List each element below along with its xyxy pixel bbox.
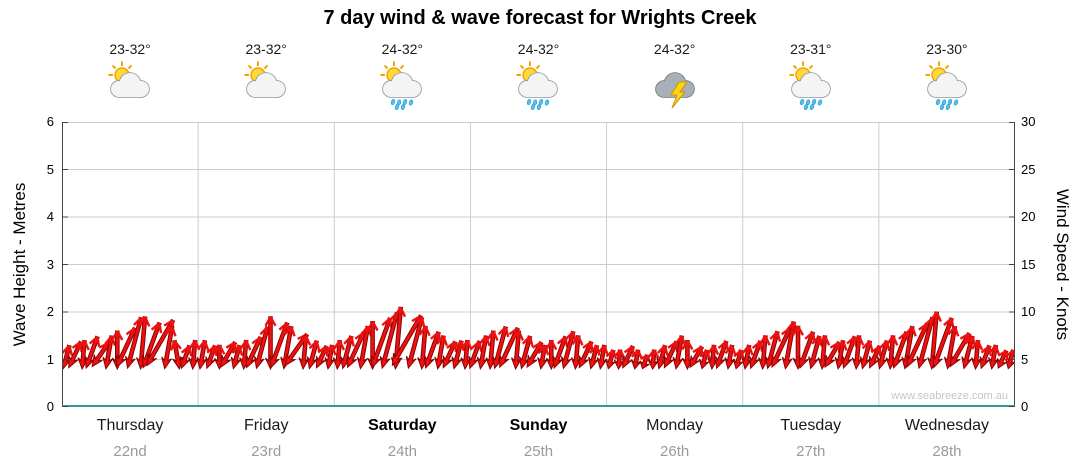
raindrops <box>527 98 550 111</box>
day-header-tuesday: 23-31° <box>743 40 879 111</box>
day-temperature: 24-32° <box>381 41 424 57</box>
day-temperature: 24-32° <box>517 41 560 57</box>
day-temperature: 23-31° <box>790 41 832 57</box>
page-title: 7 day wind & wave forecast for Wrights C… <box>323 7 757 29</box>
right-axis-tick-label: 30 <box>1021 114 1036 129</box>
wind-arrow <box>102 335 117 370</box>
wind-arrow <box>560 330 577 370</box>
partly-cloudy-icon <box>102 60 158 110</box>
day-date-friday: 23rd <box>251 443 282 460</box>
right-axis-tick-label: 5 <box>1021 351 1029 367</box>
wind-arrow <box>732 349 745 370</box>
raindrops <box>935 98 959 111</box>
left-axis-tick-label: 6 <box>46 114 54 129</box>
wind-arrow <box>970 339 984 371</box>
day-header-sunday: 24-32° <box>470 40 606 111</box>
day-header-saturday: 24-32° <box>334 40 470 111</box>
left-axis-tick-label: 4 <box>46 209 54 224</box>
sun-showers-icon <box>919 60 975 111</box>
day-temperature: 23-32° <box>109 41 151 57</box>
lightning-bolt <box>669 81 688 109</box>
day-label-sunday: Sunday <box>509 417 568 434</box>
wind-arrow <box>485 330 499 371</box>
wind-arrow <box>460 339 473 371</box>
wind-arrow <box>596 344 609 370</box>
wind-arrow <box>859 339 874 370</box>
wind-arrow <box>689 345 705 369</box>
wind-arrow <box>570 335 584 371</box>
day-header-friday: 23-32° <box>198 40 334 110</box>
day-label-friday: Friday <box>243 417 289 434</box>
plot-svg <box>62 122 1015 407</box>
left-axis-tick-label: 0 <box>46 399 54 414</box>
wind-arrow <box>161 325 177 370</box>
sun-showers-icon <box>510 60 566 111</box>
right-axis-tick-label: 15 <box>1021 256 1036 272</box>
wind-arrow <box>298 335 312 371</box>
day-label-monday: Monday <box>646 417 704 434</box>
wind-arrow <box>622 344 636 369</box>
watermark: www.seabreeze.com.au <box>891 390 1008 402</box>
day-label-tuesday: Tuesday <box>780 417 842 434</box>
sun-showers-icon <box>374 60 430 111</box>
day-date-thursday: 22nd <box>113 443 147 460</box>
wind-arrow <box>169 339 183 371</box>
right-axis-tick-label: 25 <box>1021 161 1036 177</box>
right-axis-tick-label: 20 <box>1021 209 1036 224</box>
right-axis-tick-label: 0 <box>1021 399 1029 414</box>
wind-arrow <box>681 339 694 371</box>
day-header-thursday: 23-32° <box>62 40 198 110</box>
wind-arrow <box>988 344 1001 370</box>
thunderstorm-icon <box>647 60 703 110</box>
wind-arrow <box>698 349 711 370</box>
day-date-saturday: 24th <box>387 443 417 460</box>
wind-arrow <box>526 340 544 369</box>
day-header-wednesday: 23-30° <box>879 40 1015 111</box>
day-temperature: 24-32° <box>653 41 696 57</box>
day-header-monday: 24-32° <box>607 40 743 110</box>
wind-arrow <box>424 330 442 369</box>
day-label-thursday: Thursday <box>96 417 164 434</box>
raindrops <box>391 98 414 111</box>
day-temperature: 23-32° <box>245 41 287 57</box>
day-label-wednesday: Wednesday <box>904 417 990 434</box>
left-axis-tick-label: 2 <box>46 304 54 319</box>
left-axis-tick-label: 5 <box>46 161 54 177</box>
wind-arrow <box>442 340 458 369</box>
left-axis-tick-label: 3 <box>46 256 54 272</box>
sun-showers-icon <box>783 60 839 111</box>
day-date-sunday: 25th <box>523 443 554 460</box>
partly-cloudy-icon <box>238 60 294 110</box>
day-temperature: 23-30° <box>926 41 968 57</box>
day-date-monday: 26th <box>660 443 690 460</box>
left-axis-tick-label: 1 <box>46 351 54 367</box>
wind-arrow <box>707 344 720 371</box>
right-axis-label: Wind Speed - Knots <box>1053 188 1072 341</box>
wind-arrow <box>390 306 407 371</box>
right-axis-tick-label: 10 <box>1021 304 1036 319</box>
day-date-tuesday: 27th <box>796 443 826 460</box>
day-date-wednesday: 28th <box>932 443 962 460</box>
raindrops <box>799 98 822 111</box>
day-label-saturday: Saturday <box>368 417 437 434</box>
wind-arrow <box>315 344 329 369</box>
wind-arrow <box>932 317 955 369</box>
